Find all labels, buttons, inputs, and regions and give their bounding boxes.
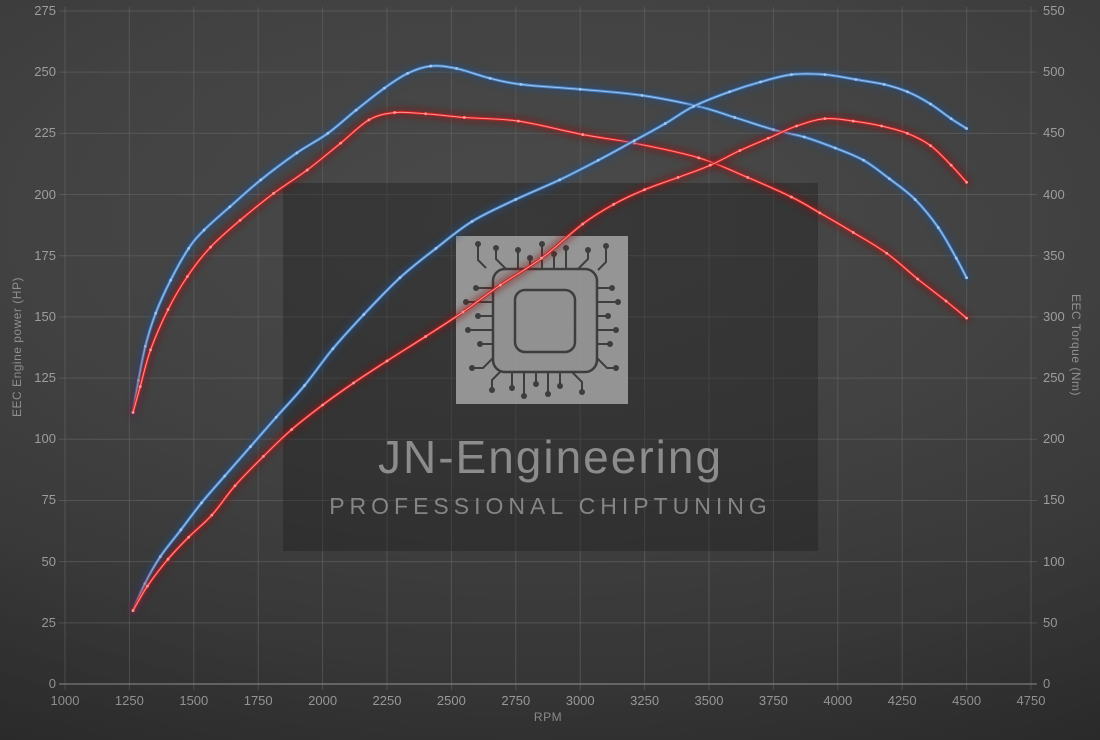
tick-label: 4250 — [887, 693, 917, 708]
tick-label: 550 — [1043, 3, 1065, 18]
tick-label: 2500 — [436, 693, 466, 708]
tick-label: 2250 — [372, 693, 402, 708]
tick-label: 25 — [41, 614, 56, 630]
tick-label: 500 — [1043, 64, 1065, 80]
tick-label: 300 — [1043, 308, 1065, 324]
tick-label: 275 — [34, 3, 56, 18]
tick-label: 350 — [1043, 247, 1065, 263]
tick-label: 0 — [48, 676, 56, 691]
tick-label: 175 — [34, 247, 56, 263]
tick-label: 100 — [1043, 553, 1065, 569]
chip-logo-icon — [456, 236, 628, 404]
tick-label: 400 — [1043, 186, 1065, 202]
torque-blue-curve — [129, 61, 971, 417]
tick-label: 100 — [34, 431, 56, 447]
tick-label: 450 — [1043, 125, 1065, 141]
torque-red-curve — [129, 108, 971, 417]
tick-label: 2750 — [501, 693, 531, 708]
tick-label: 1000 — [50, 693, 80, 708]
tick-label: 4500 — [952, 693, 982, 708]
watermark-title: JN-Engineering — [377, 431, 724, 483]
tick-label: 75 — [41, 492, 56, 508]
tick-label: 2000 — [308, 693, 338, 708]
tick-label: 3500 — [694, 693, 724, 708]
tick-label: 4000 — [823, 693, 853, 708]
tick-label: 150 — [34, 308, 56, 324]
tick-label: 50 — [1043, 614, 1058, 630]
tick-label: 3250 — [630, 693, 660, 708]
tick-label: 225 — [34, 125, 56, 141]
y-right-axis-label: EEC Torque (Nm) — [1069, 294, 1083, 396]
tick-label: 200 — [34, 186, 56, 202]
y-left-axis-label: EEC Engine power (HP) — [10, 277, 24, 417]
tick-label: 150 — [1043, 492, 1065, 508]
tick-label: 3750 — [758, 693, 788, 708]
watermark-subtitle: PROFESSIONAL CHIPTUNING — [329, 493, 772, 519]
tick-label: 1250 — [114, 693, 144, 708]
tick-label: 3000 — [565, 693, 595, 708]
tick-label: 250 — [34, 64, 56, 80]
power-blue-curve — [129, 69, 971, 615]
tick-label: 50 — [41, 553, 56, 569]
grid — [59, 7, 1037, 690]
tick-label: 125 — [34, 370, 56, 386]
tick-label: 1500 — [179, 693, 209, 708]
tick-label: 250 — [1043, 370, 1065, 386]
tick-label: 1750 — [243, 693, 273, 708]
tick-label: 4750 — [1016, 693, 1046, 708]
x-axis-label: RPM — [533, 710, 563, 724]
power-red-curve — [129, 114, 971, 615]
tick-label: 0 — [1043, 676, 1051, 691]
tick-label: 200 — [1043, 431, 1065, 447]
